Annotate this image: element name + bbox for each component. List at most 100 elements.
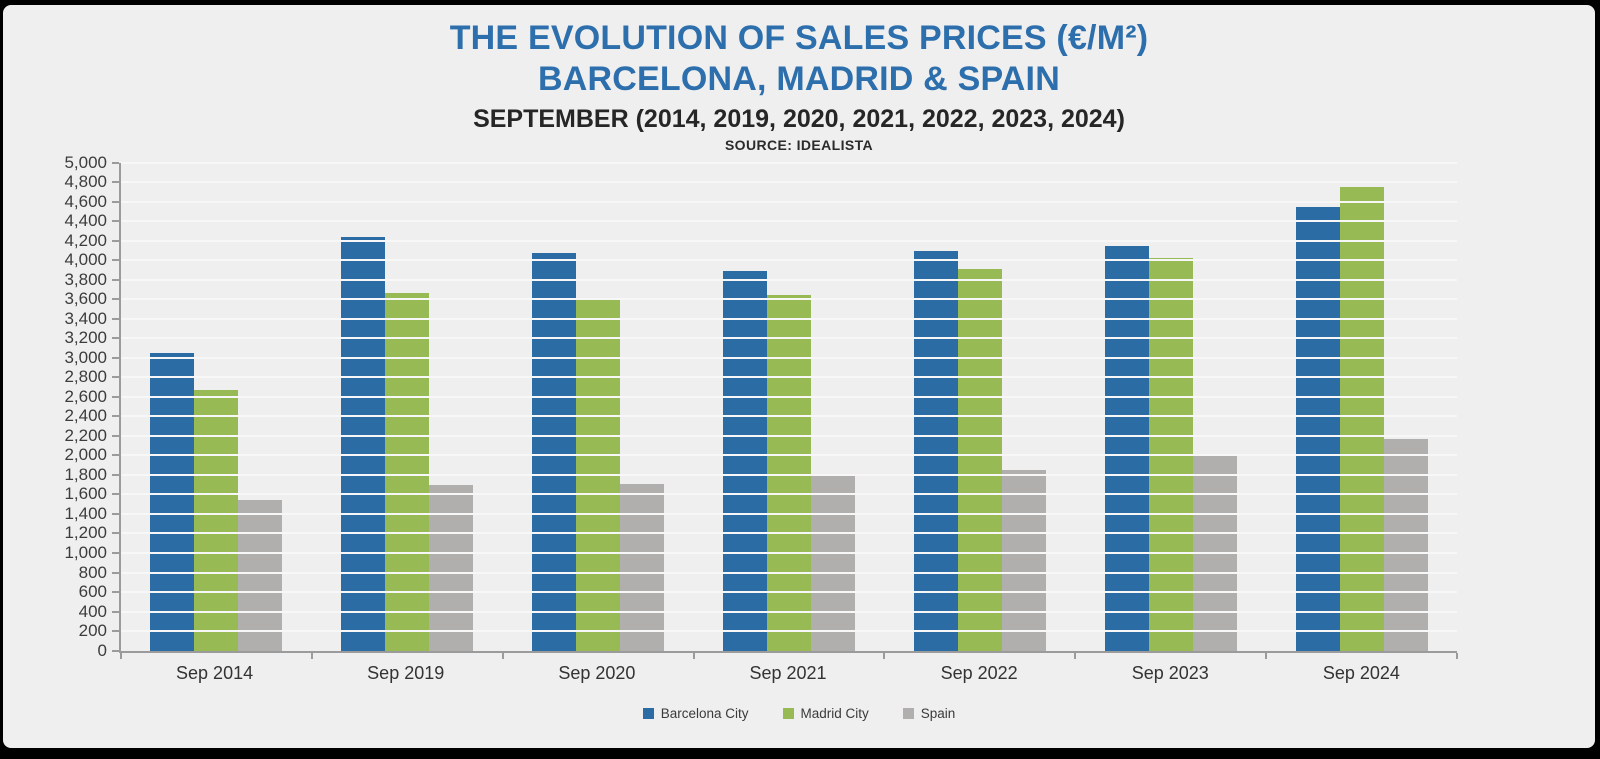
x-axis-tick [1074, 652, 1077, 659]
bar-barcelona-city-sep-2021 [723, 271, 767, 651]
gridline [121, 337, 1457, 340]
y-axis-tick [112, 181, 119, 184]
gridline [121, 259, 1457, 262]
gridline [121, 591, 1457, 594]
y-axis-tick-label: 2,600 [64, 386, 107, 406]
bar-spain-sep-2022 [1001, 469, 1046, 651]
bar-barcelona-city-sep-2023 [1104, 246, 1149, 651]
chart-header: THE EVOLUTION OF SALES PRICES (€/M²) BAR… [3, 5, 1595, 153]
y-axis-tick-label: 1,400 [64, 503, 107, 523]
gridline [121, 454, 1457, 457]
y-axis-tick [112, 493, 119, 496]
y-axis-tick [112, 551, 119, 554]
y-axis-tick [112, 649, 119, 652]
bar-group-sep-2020 [503, 163, 694, 651]
bar-groups [121, 163, 1457, 651]
legend-item-madrid-city: Madrid City [782, 705, 869, 721]
bar-madrid-city-sep-2024 [1339, 187, 1384, 651]
gridline [121, 493, 1457, 496]
y-axis-tick [112, 259, 119, 262]
x-axis-tick [310, 652, 313, 659]
chart-source: SOURCE: IDEALISTA [724, 136, 874, 153]
x-axis-tick-label: Sep 2021 [749, 662, 827, 683]
gridline [121, 434, 1457, 437]
chart-panel: THE EVOLUTION OF SALES PRICES (€/M²) BAR… [3, 5, 1595, 748]
bar-spain-sep-2019 [429, 484, 474, 651]
gridline [121, 610, 1457, 613]
bar-madrid-city-sep-2014 [194, 390, 239, 651]
x-axis-tick [692, 652, 695, 659]
y-axis-tick [112, 298, 119, 301]
legend-label: Madrid City [800, 705, 869, 721]
legend-swatch-madrid-city [782, 707, 794, 719]
gridline [121, 200, 1457, 203]
y-axis-tick-label: 1,000 [64, 542, 107, 562]
gridline [121, 473, 1457, 476]
gridline [121, 298, 1457, 301]
bar-barcelona-city-sep-2014 [150, 353, 195, 651]
y-axis-tick-label: 2,000 [64, 445, 107, 465]
bar-madrid-city-sep-2019 [385, 292, 430, 651]
plot-area [112, 161, 1458, 659]
gridline [121, 532, 1457, 535]
bar-madrid-city-sep-2022 [957, 268, 1002, 651]
y-axis-tick [112, 434, 119, 437]
y-axis-tick-label: 600 [78, 582, 107, 602]
legend: Barcelona City Madrid City Spain [3, 706, 1595, 721]
y-axis-tick [112, 512, 119, 515]
y-axis-tick [112, 473, 119, 476]
chart-title-line1: THE EVOLUTION OF SALES PRICES (€/M²) [449, 19, 1149, 57]
x-axis-tick-label: Sep 2022 [940, 662, 1018, 683]
legend-item-spain: Spain [902, 705, 956, 721]
y-axis-tick [112, 220, 119, 223]
y-axis-tick-label: 4,800 [64, 172, 107, 192]
legend-item-barcelona-city: Barcelona City [642, 705, 749, 721]
y-axis-tick-label: 4,400 [64, 211, 107, 231]
bar-madrid-city-sep-2021 [767, 294, 811, 651]
y-axis-tick-label: 3,800 [64, 269, 107, 289]
y-axis-tick [112, 278, 119, 281]
y-axis-tick-label: 4,000 [64, 250, 107, 270]
y-axis: 0 200 400 600 800 1,000 1,200 1,400 1,600 1,800 2,… [43, 153, 119, 660]
y-axis-tick [112, 415, 119, 418]
y-axis-tick-label: 0 [97, 640, 107, 660]
y-axis-tick [112, 532, 119, 535]
y-axis-tick-label: 2,800 [64, 367, 107, 387]
gridline [121, 376, 1457, 379]
bar-group-sep-2021 [694, 163, 885, 651]
y-axis-tick [112, 200, 119, 203]
y-axis-tick [112, 337, 119, 340]
y-axis-tick [112, 239, 119, 242]
bar-madrid-city-sep-2023 [1148, 257, 1193, 651]
y-axis-tick-label: 1,600 [64, 484, 107, 504]
y-axis-tick-label: 200 [78, 621, 107, 641]
chart-area: 0 200 400 600 800 1,000 1,200 1,400 1,600 1,800 2,… [43, 153, 1458, 684]
y-axis-tick-label: 2,200 [64, 425, 107, 445]
y-axis-tick [112, 630, 119, 633]
legend-label: Spain [920, 705, 956, 721]
x-axis-tick-label: Sep 2024 [1322, 662, 1400, 683]
bar-spain-sep-2020 [620, 484, 665, 651]
legend-label: Barcelona City [660, 705, 749, 721]
bar-spain-sep-2021 [811, 475, 855, 651]
y-axis-tick [112, 454, 119, 457]
y-axis-tick-label: 1,800 [64, 464, 107, 484]
x-axis-tick [120, 652, 122, 659]
y-axis-tick-label: 3,200 [64, 328, 107, 348]
y-axis-tick [112, 395, 119, 398]
y-axis-tick-label: 5,000 [64, 152, 107, 172]
y-axis-tick [112, 317, 119, 320]
y-axis-tick [112, 356, 119, 359]
legend-swatch-barcelona-city [642, 707, 654, 719]
y-axis-tick [112, 610, 119, 613]
bar-group-sep-2019 [312, 163, 503, 651]
gridline [121, 220, 1457, 223]
bar-barcelona-city-sep-2024 [1295, 206, 1340, 651]
plot-column: Sep 2014 Sep 2019 Sep 2020 Sep 2021 Sep 2022… [112, 161, 1458, 684]
x-axis-labels: Sep 2014 Sep 2019 Sep 2020 Sep 2021 Sep 2022… [119, 663, 1457, 684]
x-axis-tick [501, 652, 504, 659]
y-axis-tick-label: 3,400 [64, 308, 107, 328]
bar-group-sep-2024 [1266, 163, 1457, 651]
gridline [121, 551, 1457, 554]
gridline [121, 395, 1457, 398]
